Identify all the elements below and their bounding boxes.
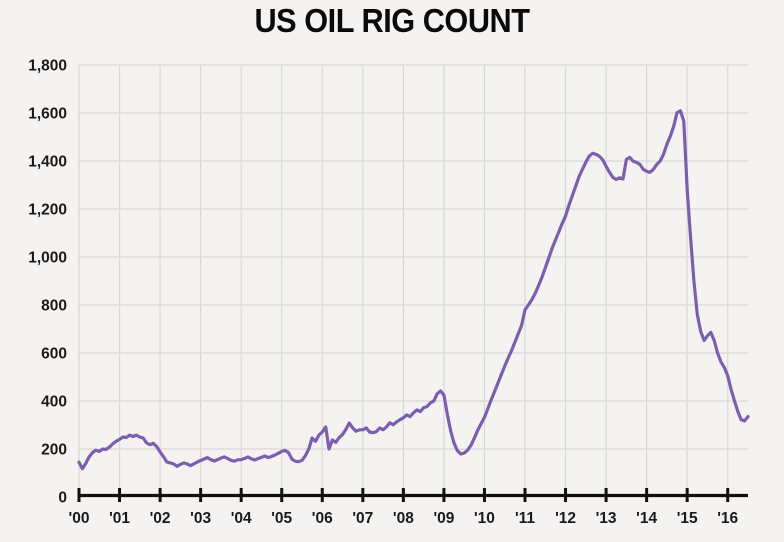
y-axis-tick-label: 1,600 <box>28 106 67 123</box>
y-axis-tick-label: 600 <box>41 346 67 363</box>
y-axis-tick-label: 1,400 <box>28 154 67 171</box>
x-axis-tick-label: '01 <box>109 510 130 527</box>
x-axis-tick-label: '07 <box>352 510 373 527</box>
chart-title: US OIL RIG COUNT <box>254 2 530 39</box>
x-axis-tick-label: '08 <box>393 510 414 527</box>
y-axis-tick-label: 800 <box>41 298 67 315</box>
x-axis-tick-label: '02 <box>150 510 171 527</box>
x-axis-tick-label: '14 <box>636 510 657 527</box>
x-axis-tick-label: '10 <box>474 510 495 527</box>
x-axis-tick-label: '09 <box>433 510 454 527</box>
x-axis-tick-label: '16 <box>717 510 738 527</box>
x-axis-tick-label: '11 <box>515 510 535 527</box>
x-axis-tick-label: '04 <box>231 510 252 527</box>
y-axis-tick-label: 400 <box>41 394 67 411</box>
x-axis-tick-label: '06 <box>312 510 333 527</box>
x-axis-tick-label: '00 <box>69 510 90 527</box>
x-axis-tick-label: '05 <box>271 510 292 527</box>
y-axis-tick-label: 1,800 <box>28 58 67 75</box>
x-axis-tick-label: '13 <box>596 510 617 527</box>
y-axis-tick-label: 200 <box>41 442 67 459</box>
x-axis-tick-label: '03 <box>190 510 211 527</box>
rig-count-series-line <box>77 109 750 471</box>
x-axis-tick-label: '15 <box>677 510 698 527</box>
x-axis-tick-label: '12 <box>555 510 576 527</box>
y-axis-tick-label: 0 <box>58 490 67 507</box>
y-axis-tick-label: 1,000 <box>28 250 67 267</box>
y-axis-tick-label: 1,200 <box>28 202 67 219</box>
